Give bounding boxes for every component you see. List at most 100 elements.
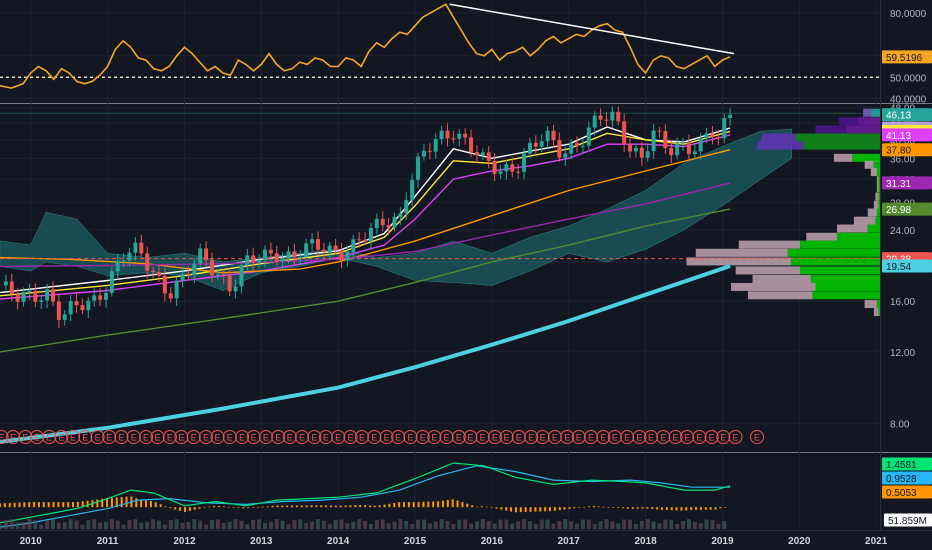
candle-body[interactable] bbox=[180, 273, 185, 281]
earnings-marker[interactable]: E bbox=[571, 430, 586, 444]
earnings-marker[interactable]: E bbox=[198, 430, 213, 444]
candle-body[interactable] bbox=[457, 133, 462, 139]
candle-body[interactable] bbox=[598, 115, 603, 120]
candle-body[interactable] bbox=[151, 270, 156, 272]
candle-body[interactable] bbox=[545, 130, 550, 142]
candle-body[interactable] bbox=[686, 141, 691, 155]
candle-body[interactable] bbox=[50, 289, 55, 302]
candle-body[interactable] bbox=[368, 228, 373, 242]
candle-body[interactable] bbox=[262, 249, 267, 260]
earnings-marker[interactable]: E bbox=[620, 430, 635, 444]
oscillator-panel[interactable] bbox=[0, 3, 880, 89]
candle-body[interactable] bbox=[192, 263, 197, 276]
earnings-marker[interactable]: E bbox=[6, 430, 21, 444]
candle-body[interactable] bbox=[92, 295, 97, 301]
candle-body[interactable] bbox=[3, 281, 8, 286]
candle-body[interactable] bbox=[115, 261, 120, 272]
earnings-marker[interactable]: E bbox=[307, 430, 322, 444]
candle-body[interactable] bbox=[580, 145, 585, 147]
earnings-marker[interactable]: E bbox=[451, 430, 466, 444]
candle-body[interactable] bbox=[227, 275, 232, 292]
candle-body[interactable] bbox=[298, 257, 303, 259]
earnings-marker[interactable]: E bbox=[222, 430, 237, 444]
candle-body[interactable] bbox=[280, 257, 285, 262]
earnings-marker[interactable]: E bbox=[343, 430, 358, 444]
candle-body[interactable] bbox=[645, 151, 650, 158]
candle-body[interactable] bbox=[622, 121, 627, 145]
earnings-marker[interactable]: E bbox=[427, 430, 442, 444]
candle-body[interactable] bbox=[215, 274, 220, 276]
candle-body[interactable] bbox=[56, 301, 61, 320]
candle-body[interactable] bbox=[463, 133, 468, 138]
earnings-marker[interactable]: E bbox=[547, 430, 562, 444]
candle-body[interactable] bbox=[268, 249, 273, 254]
candle-body[interactable] bbox=[292, 251, 297, 258]
earnings-marker[interactable]: E bbox=[439, 430, 454, 444]
candle-body[interactable] bbox=[103, 292, 108, 300]
macd-panel[interactable] bbox=[0, 462, 731, 528]
earnings-marker[interactable]: E bbox=[186, 430, 201, 444]
candle-body[interactable] bbox=[145, 253, 150, 271]
earnings-marker[interactable]: E bbox=[535, 430, 550, 444]
earnings-marker[interactable]: E bbox=[524, 430, 539, 444]
earnings-marker[interactable]: E bbox=[282, 430, 297, 444]
candle-body[interactable] bbox=[710, 133, 715, 137]
candle-body[interactable] bbox=[610, 111, 615, 121]
earnings-marker[interactable]: E bbox=[692, 430, 707, 444]
candle-body[interactable] bbox=[427, 150, 432, 152]
candle-body[interactable] bbox=[286, 251, 291, 258]
earnings-marker[interactable]: E bbox=[18, 430, 33, 444]
candle-body[interactable] bbox=[522, 153, 527, 172]
candle-body[interactable] bbox=[704, 133, 709, 139]
candle-body[interactable] bbox=[392, 216, 397, 228]
earnings-marker[interactable]: E bbox=[487, 430, 502, 444]
candle-body[interactable] bbox=[445, 130, 450, 139]
candle-body[interactable] bbox=[628, 144, 633, 152]
candle-body[interactable] bbox=[209, 260, 214, 276]
candle-body[interactable] bbox=[480, 152, 485, 156]
candle-body[interactable] bbox=[121, 260, 126, 262]
candle-body[interactable] bbox=[162, 275, 167, 294]
earnings-marker[interactable]: E bbox=[235, 430, 250, 444]
earnings-marker[interactable]: E bbox=[139, 430, 154, 444]
candle-body[interactable] bbox=[339, 250, 344, 261]
candle-body[interactable] bbox=[486, 152, 491, 161]
candle-body[interactable] bbox=[386, 225, 391, 228]
candle-body[interactable] bbox=[9, 281, 14, 295]
candle-body[interactable] bbox=[374, 218, 379, 229]
candle-body[interactable] bbox=[639, 147, 644, 158]
candle-body[interactable] bbox=[304, 243, 309, 258]
candle-body[interactable] bbox=[551, 130, 556, 141]
earnings-marker[interactable]: E bbox=[331, 430, 346, 444]
candle-body[interactable] bbox=[722, 117, 727, 139]
earnings-marker[interactable]: E bbox=[102, 430, 117, 444]
candle-body[interactable] bbox=[633, 147, 638, 152]
candle-body[interactable] bbox=[351, 239, 356, 253]
candle-body[interactable] bbox=[398, 213, 403, 217]
earnings-marker[interactable]: E bbox=[584, 430, 599, 444]
earnings-marker[interactable]: E bbox=[463, 430, 478, 444]
candle-body[interactable] bbox=[33, 290, 38, 302]
candle-body[interactable] bbox=[504, 164, 509, 172]
earnings-marker[interactable]: E bbox=[750, 430, 765, 444]
candle-body[interactable] bbox=[469, 137, 474, 153]
earnings-marker[interactable]: E bbox=[78, 430, 93, 444]
earnings-marker[interactable]: E bbox=[210, 430, 225, 444]
candle-body[interactable] bbox=[156, 271, 161, 276]
earnings-marker[interactable]: E bbox=[704, 430, 719, 444]
earnings-marker[interactable]: E bbox=[295, 430, 310, 444]
candle-body[interactable] bbox=[421, 150, 426, 157]
earnings-marker[interactable]: E bbox=[271, 430, 286, 444]
earnings-marker[interactable]: E bbox=[379, 430, 394, 444]
earnings-marker[interactable]: E bbox=[150, 430, 165, 444]
earnings-marker[interactable]: E bbox=[656, 430, 671, 444]
candle-body[interactable] bbox=[221, 274, 226, 276]
candle-body[interactable] bbox=[669, 147, 674, 156]
candle-body[interactable] bbox=[498, 171, 503, 174]
candle-body[interactable] bbox=[74, 301, 79, 306]
candle-body[interactable] bbox=[616, 111, 621, 122]
earnings-marker[interactable]: E bbox=[318, 430, 333, 444]
candle-body[interactable] bbox=[675, 143, 680, 156]
earnings-marker[interactable]: E bbox=[90, 430, 105, 444]
